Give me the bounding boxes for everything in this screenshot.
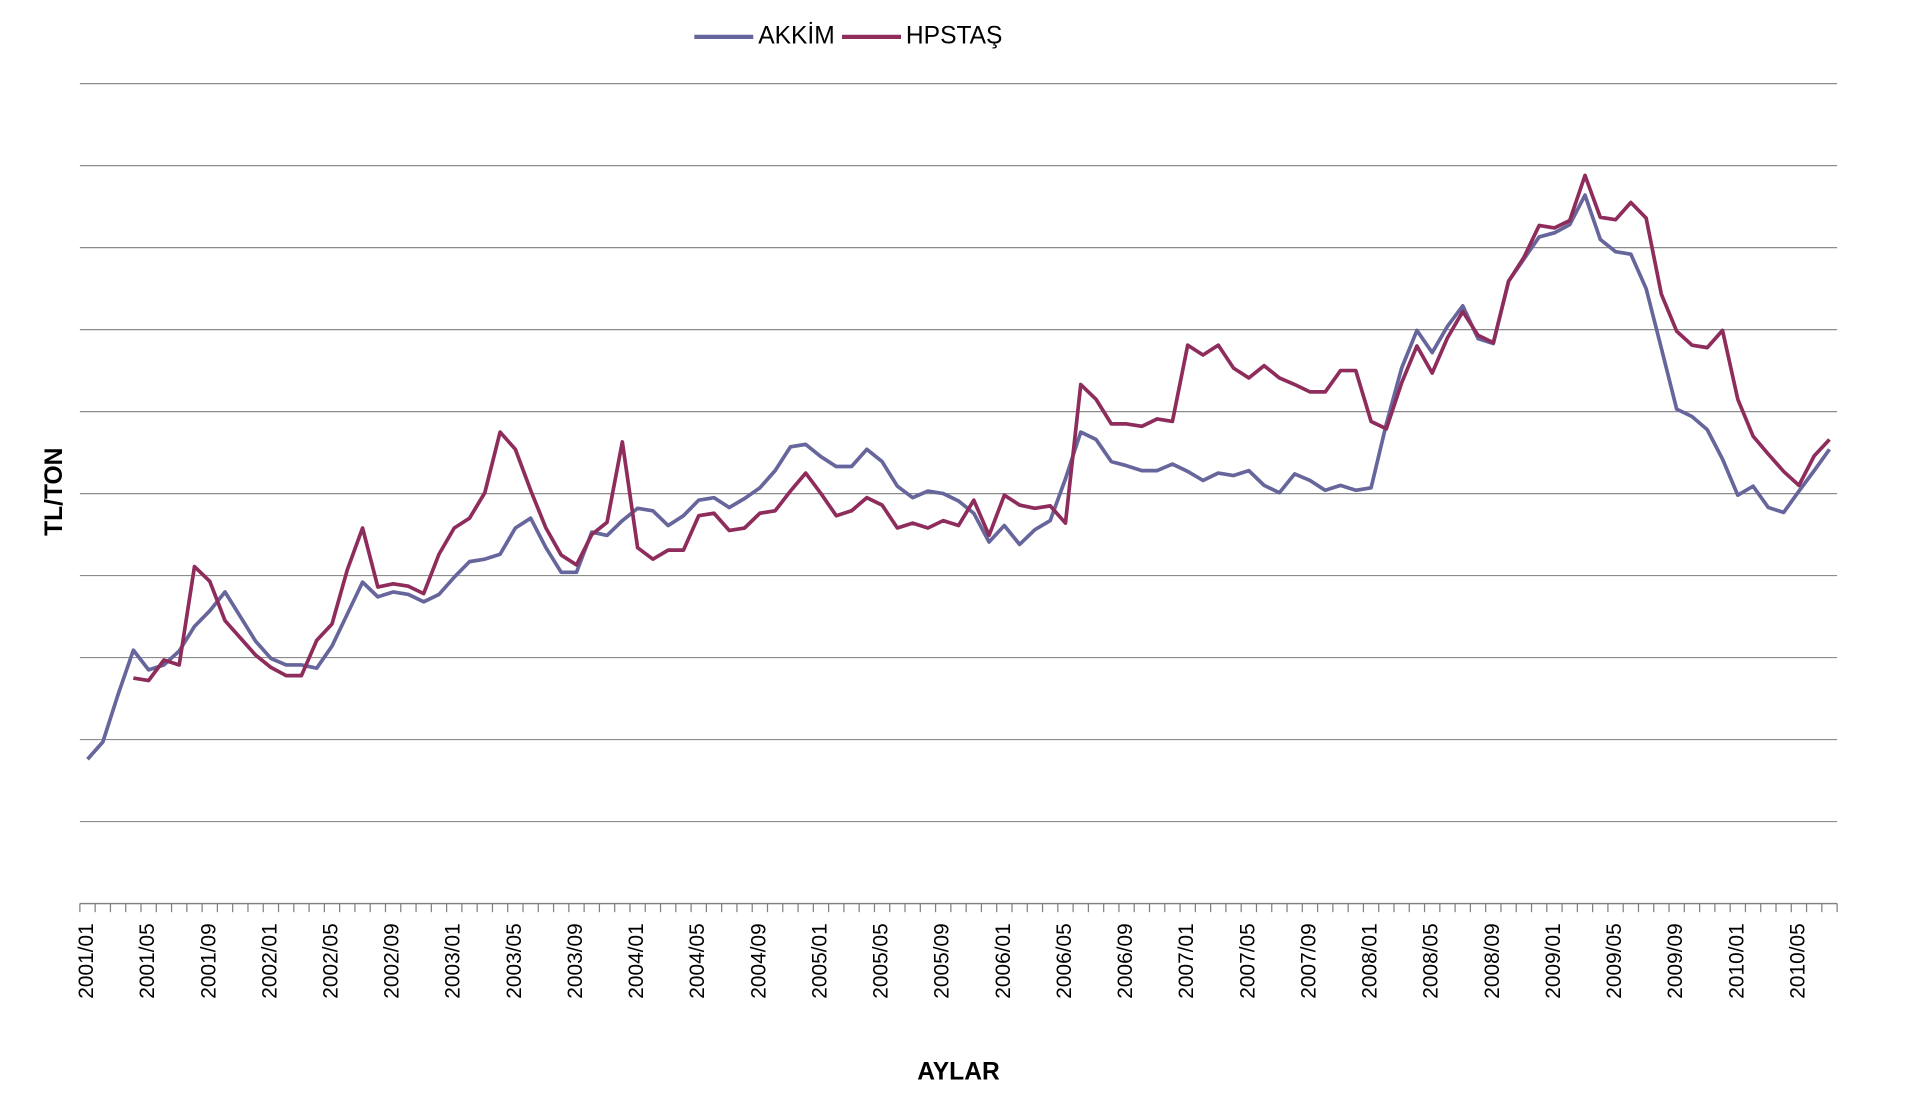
y-axis-title: TL/TON [41, 448, 68, 536]
x-tick-label: 2005/09 [931, 923, 954, 998]
x-tick-label: 2008/09 [1481, 923, 1504, 998]
x-tick-label: 2003/05 [503, 923, 526, 998]
x-tick-label: 2003/09 [564, 923, 587, 998]
x-tick-label: 2005/05 [870, 923, 893, 998]
x-tick-label: 2008/05 [1420, 923, 1443, 998]
x-tick-label: 2009/09 [1664, 923, 1687, 998]
x-tick-label: 2006/01 [992, 923, 1015, 998]
x-tick-label: 2005/01 [808, 923, 831, 998]
series-line [86, 193, 1831, 761]
x-tick-label: 2002/05 [320, 923, 343, 998]
x-tick-label: 2004/05 [686, 923, 709, 998]
x-tick-label: 2007/01 [1175, 923, 1198, 998]
x-tick-label: 2007/09 [1297, 923, 1320, 998]
x-tick-label: 2010/01 [1725, 923, 1748, 998]
x-tick-label: 2004/01 [625, 923, 648, 998]
x-tick-label: 2001/05 [136, 923, 159, 998]
x-tick-label: 2007/05 [1236, 923, 1259, 998]
x-tick-label: 2008/01 [1359, 923, 1382, 998]
x-axis-title: AYLAR [917, 1059, 1000, 1086]
x-tick-label: 2001/01 [75, 923, 98, 998]
x-tick-label: 2004/09 [747, 923, 770, 998]
x-tick-label: 2009/05 [1603, 923, 1626, 998]
x-tick-label: 2006/05 [1053, 923, 1076, 998]
x-tick-label: 2009/01 [1542, 923, 1565, 998]
legend-label: AKKİM [758, 22, 834, 49]
series-line [133, 173, 1831, 683]
x-tick-label: 2003/01 [442, 923, 465, 998]
x-tick-label: 2002/01 [258, 923, 281, 998]
x-tick-label: 2006/09 [1114, 923, 1137, 998]
x-tick-label: 2001/09 [197, 923, 220, 998]
x-tick-label: 2002/09 [381, 923, 404, 998]
legend-label: HPSTAŞ [906, 22, 1002, 49]
x-tick-label: 2010/05 [1786, 923, 1809, 998]
